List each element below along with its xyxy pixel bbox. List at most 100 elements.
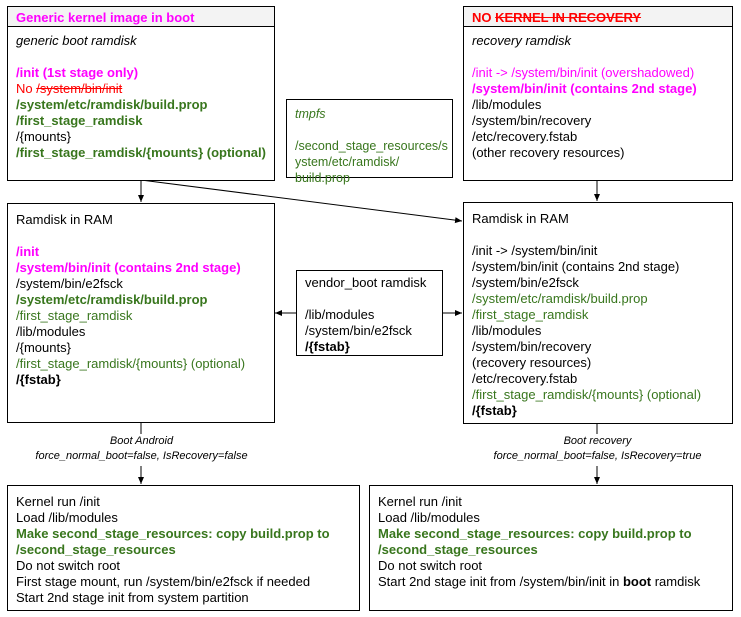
text-segment: Start 2nd stage init from /system/bin/in…: [378, 574, 623, 589]
text-segment: generic boot ramdisk: [16, 33, 137, 48]
text-line: /first_stage_ramdisk/{mounts} (optional): [16, 145, 266, 161]
text-segment: build.prop: [295, 171, 350, 185]
tmpfs-box: tmpfs/second_stage_resources/s ystem/etc/…: [286, 99, 453, 185]
recovery-header: NO KERNEL IN RECOVERY: [464, 7, 732, 27]
text-segment: Load /lib/modules: [378, 510, 480, 525]
text-line: /init (1st stage only): [16, 65, 266, 81]
text-line: /second_stage_resources: [378, 542, 724, 558]
text-segment: /system/bin/e2fsck: [305, 323, 412, 338]
text-segment: /first_stage_ramdisk: [16, 308, 133, 323]
text-segment: /second_stage_resources/s: [295, 139, 448, 153]
text-segment: /system/bin/recovery: [472, 113, 592, 128]
text-line: Kernel run /init: [16, 494, 351, 510]
text-line: /first_stage_ramdisk: [472, 307, 724, 323]
text-segment: /init: [16, 244, 40, 259]
text-line: /etc/recovery.fstab: [472, 371, 724, 387]
text-segment: /system/bin/init: [36, 81, 123, 96]
ram-left-box: Ramdisk in RAM/init/system/bin/init (con…: [7, 203, 275, 423]
text-segment: Kernel run /init: [16, 494, 100, 509]
text-line: /first_stage_ramdisk: [16, 308, 266, 324]
text-line: /system/etc/ramdisk/build.prop: [16, 292, 266, 308]
text-segment: /first_stage_ramdisk: [472, 307, 589, 322]
blank-line: [16, 49, 266, 65]
text-segment: /first_stage_ramdisk/{mounts} (optional): [16, 356, 246, 371]
text-segment: No: [16, 81, 37, 96]
text-line: Kernel run /init: [378, 494, 724, 510]
text-segment: KERNEL IN RECOVERY: [495, 10, 642, 25]
text-line: Make second_stage_resources: copy build.…: [16, 526, 351, 542]
recovery-steps-content: Kernel run /init Load /lib/modules Make se…: [370, 486, 732, 596]
generic-boot-header: Generic kernel image in boot: [8, 7, 274, 27]
blank-line: [305, 291, 434, 307]
text-line: Make second_stage_resources: copy build.…: [378, 526, 724, 542]
text-segment: /lib/modules: [472, 323, 542, 338]
text-line: (recovery resources): [472, 355, 724, 371]
text-segment: /lib/modules: [305, 307, 375, 322]
text-segment: vendor_boot ramdisk: [305, 275, 427, 290]
recovery-content: recovery ramdisk/init -> /system/bin/ini…: [464, 27, 732, 167]
text-line: Load /lib/modules: [16, 510, 351, 526]
text-line: Do not switch root: [378, 558, 724, 574]
generic-boot-content: generic boot ramdisk/init (1st stage onl…: [8, 27, 274, 167]
text-line: Do not switch root: [16, 558, 351, 574]
text-segment: /first_stage_ramdisk/{mounts} (optional): [472, 387, 702, 402]
text-line: vendor_boot ramdisk: [305, 275, 434, 291]
text-segment: /etc/recovery.fstab: [472, 371, 578, 386]
text-line: /lib/modules: [472, 97, 724, 113]
text-segment: Do not switch root: [16, 558, 121, 573]
text-line: /etc/recovery.fstab: [472, 129, 724, 145]
text-line: /first_stage_ramdisk/{mounts} (optional): [472, 387, 724, 403]
text-segment: Kernel run /init: [378, 494, 462, 509]
text-line: /system/etc/ramdisk/build.prop: [472, 291, 724, 307]
text-segment: Ramdisk in RAM: [472, 211, 569, 226]
text-segment: (recovery resources): [472, 355, 592, 370]
text-segment: recovery ramdisk: [472, 33, 571, 48]
text-segment: /system/etc/ramdisk/build.prop: [16, 292, 208, 307]
text-line: /{mounts}: [16, 340, 266, 356]
arrow-generic-to-ram-right: [140, 179, 463, 224]
text-segment: /system/bin/e2fsck: [16, 276, 123, 291]
text-line: /system/bin/recovery: [472, 113, 724, 129]
text-segment: /lib/modules: [472, 97, 542, 112]
text-line: /{fstab}: [16, 372, 266, 388]
text-segment: Make second_stage_resources: copy build.…: [378, 526, 692, 541]
text-segment: /system/bin/e2fsck: [472, 275, 579, 290]
text-segment: /{mounts}: [16, 340, 71, 355]
ram-right-box: Ramdisk in RAM/init -> /system/bin/init /…: [463, 202, 733, 424]
text-segment: /{fstab}: [305, 339, 350, 354]
text-segment: /system/etc/ramdisk/build.prop: [16, 97, 208, 112]
text-segment: /second_stage_resources: [378, 542, 538, 557]
text-line: /system/etc/ramdisk/build.prop: [16, 97, 266, 113]
boot-android-condition: force_normal_boot=false, IsRecovery=fals…: [35, 450, 248, 462]
text-line: /system/bin/e2fsck: [16, 276, 266, 292]
text-line: No /system/bin/init: [16, 81, 266, 97]
android-steps-content: Kernel run /init Load /lib/modules Make se…: [8, 486, 359, 612]
text-line: build.prop: [295, 170, 444, 186]
text-segment: /first_stage_ramdisk: [16, 113, 143, 128]
text-segment: /{mounts}: [16, 129, 71, 144]
text-segment: Generic kernel image in boot: [16, 10, 195, 25]
vendor-boot-content: vendor_boot ramdisk/lib/modules/system/b…: [297, 271, 442, 361]
recovery-box: NO KERNEL IN RECOVERY recovery ramdisk/i…: [463, 6, 733, 181]
text-segment: /first_stage_ramdisk/{mounts} (optional): [16, 145, 266, 160]
text-segment: (other recovery resources): [472, 145, 625, 160]
text-line: /system/bin/recovery: [472, 339, 724, 355]
text-segment: ramdisk: [651, 574, 701, 589]
text-line: Ramdisk in RAM: [16, 212, 266, 228]
boot-recovery-label: Boot recovery force_normal_boot=false, I…: [456, 434, 739, 464]
text-segment: /{fstab}: [472, 403, 517, 418]
generic-boot-box: Generic kernel image in boot generic boo…: [7, 6, 275, 181]
ram-left-content: Ramdisk in RAM/init/system/bin/init (con…: [8, 204, 274, 394]
text-line: /system/bin/e2fsck: [472, 275, 724, 291]
text-segment: /system/bin/init (contains 2nd stage): [472, 81, 697, 96]
ram-right-content: Ramdisk in RAM/init -> /system/bin/init /…: [464, 203, 732, 425]
text-segment: /init -> /system/bin/init (overshadowed): [472, 65, 695, 80]
text-segment: /init (1st stage only): [16, 65, 139, 80]
text-line: /init: [16, 244, 266, 260]
text-line: recovery ramdisk: [472, 33, 724, 49]
text-line: Load /lib/modules: [378, 510, 724, 526]
text-line: /{fstab}: [472, 403, 724, 419]
text-line: ystem/etc/ramdisk/: [295, 154, 444, 170]
